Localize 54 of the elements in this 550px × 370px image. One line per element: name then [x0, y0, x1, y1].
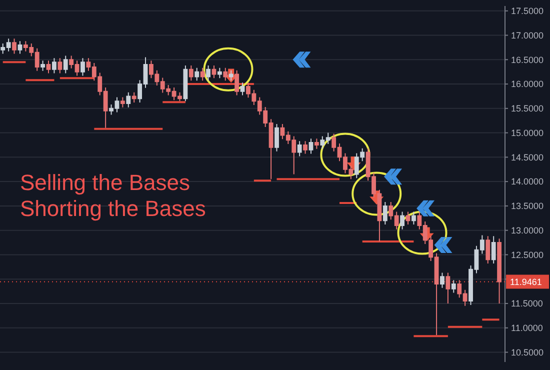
- candlestick: [80, 58, 85, 76]
- ref-line-label: 11.9461: [510, 276, 542, 287]
- candlestick: [486, 236, 490, 264]
- candlestick: [52, 58, 56, 74]
- candlestick: [297, 140, 302, 157]
- candlestick: [217, 67, 222, 79]
- candlestick: [188, 64, 194, 82]
- candlestick: [40, 60, 46, 72]
- y-tick-label: 16.5000: [511, 54, 544, 65]
- candlestick: [303, 140, 308, 154]
- y-tick-label: 12.5000: [511, 250, 544, 260]
- candlestick: [446, 272, 450, 304]
- candlestick: [451, 280, 456, 294]
- candlestick: [63, 55, 68, 74]
- candlestick: [308, 138, 314, 154]
- candlestick: [382, 202, 388, 225]
- y-tick-label: 14.5000: [511, 152, 544, 162]
- candlestick: [440, 272, 444, 288]
- y-tick-label: 17.0000: [511, 30, 544, 40]
- candlestick: [126, 92, 131, 108]
- candlestick: [183, 64, 188, 102]
- y-tick-label: 10.5000: [511, 347, 544, 358]
- y-tick-label: 11.0000: [511, 323, 543, 334]
- candlestick: [491, 236, 496, 264]
- annotation: Selling the Bases: [20, 170, 190, 195]
- candlestick: [206, 64, 210, 82]
- candlestick: [18, 40, 22, 54]
- candlestick: [120, 96, 125, 108]
- y-tick-label: 17.5000: [511, 6, 544, 16]
- y-tick-label: 13.5000: [511, 201, 544, 212]
- y-tick-label: 15.0000: [511, 128, 544, 138]
- candlestick: [58, 58, 62, 74]
- candlestick: [132, 92, 136, 104]
- y-tick-label: 11.5000: [511, 298, 543, 309]
- candlestick: [12, 38, 16, 54]
- candlestick: [234, 70, 240, 96]
- y-tick-label: 15.5000: [511, 104, 544, 114]
- candlestick: [497, 238, 502, 304]
- candlestick: [274, 124, 279, 152]
- annotation: Shorting the Bases: [20, 196, 206, 221]
- y-tick-label: 13.0000: [511, 225, 544, 236]
- candlestick: [223, 67, 228, 82]
- candlestick: [406, 211, 410, 225]
- candlestick: [194, 67, 200, 82]
- candlestick: [314, 138, 319, 150]
- candlestick: [400, 211, 404, 230]
- candlestick: [228, 70, 234, 82]
- candlestick: [411, 211, 416, 225]
- candlestick: [240, 82, 245, 96]
- y-tick-label: 16.0000: [511, 79, 544, 90]
- candlestick: [46, 60, 51, 74]
- y-tick-label: 14.0000: [511, 176, 544, 187]
- candlestick: [212, 64, 216, 79]
- candlestick: [200, 67, 205, 82]
